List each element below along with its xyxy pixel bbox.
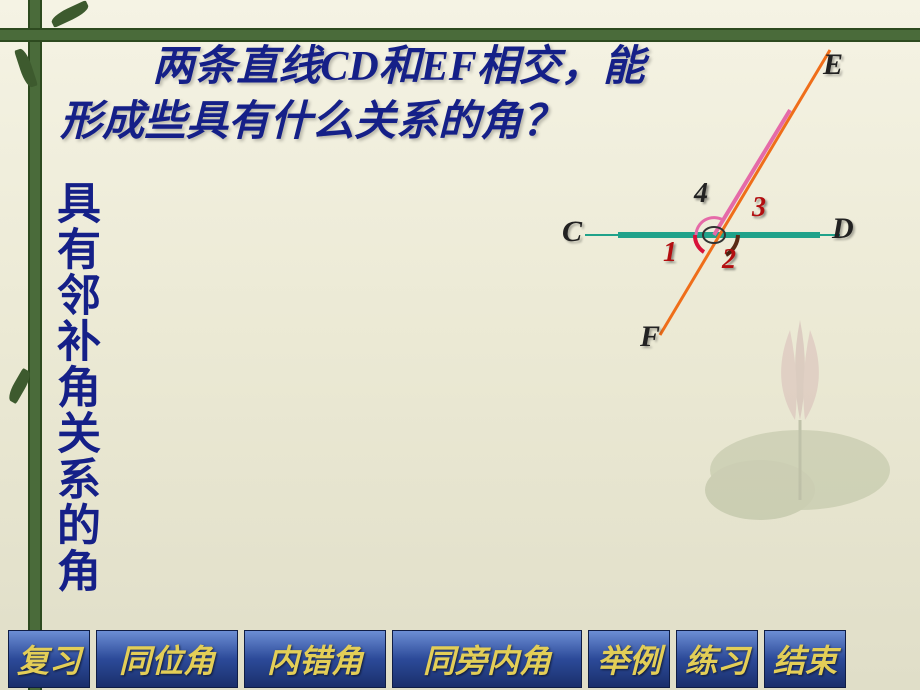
nav-corresponding-angles-button[interactable]: 同位角 xyxy=(96,630,238,688)
nav-cointerior-angles-button[interactable]: 同旁内角 xyxy=(392,630,582,688)
angle-4-label: 4 xyxy=(694,178,708,210)
nav-end-button[interactable]: 结束 xyxy=(764,630,846,688)
angle-1-label: 1 xyxy=(663,237,677,269)
point-C-label: C xyxy=(562,215,582,249)
title-line2: 形成些具有什么关系的角？ xyxy=(60,95,680,150)
nav-alternate-angles-button[interactable]: 内错角 xyxy=(244,630,386,688)
point-E-label: E xyxy=(823,48,843,82)
navigation-bar: 复习 同位角 内错角 同旁内角 举例 练习 结束 xyxy=(0,630,920,690)
angle-3-label: 3 xyxy=(752,192,766,224)
vertical-answer: 具有邻补角关系的角 xyxy=(60,180,106,594)
title-line1: 两条直线CD和EF相交，能 xyxy=(60,40,680,95)
bamboo-vertical xyxy=(28,0,42,690)
bamboo-leaf xyxy=(49,0,90,28)
question-title: 两条直线CD和EF相交，能 形成些具有什么关系的角？ xyxy=(60,40,680,149)
lotus-watermark xyxy=(700,240,900,540)
nav-review-button[interactable]: 复习 xyxy=(8,630,90,688)
nav-practice-button[interactable]: 练习 xyxy=(676,630,758,688)
nav-examples-button[interactable]: 举例 xyxy=(588,630,670,688)
point-F-label: F xyxy=(640,320,660,354)
